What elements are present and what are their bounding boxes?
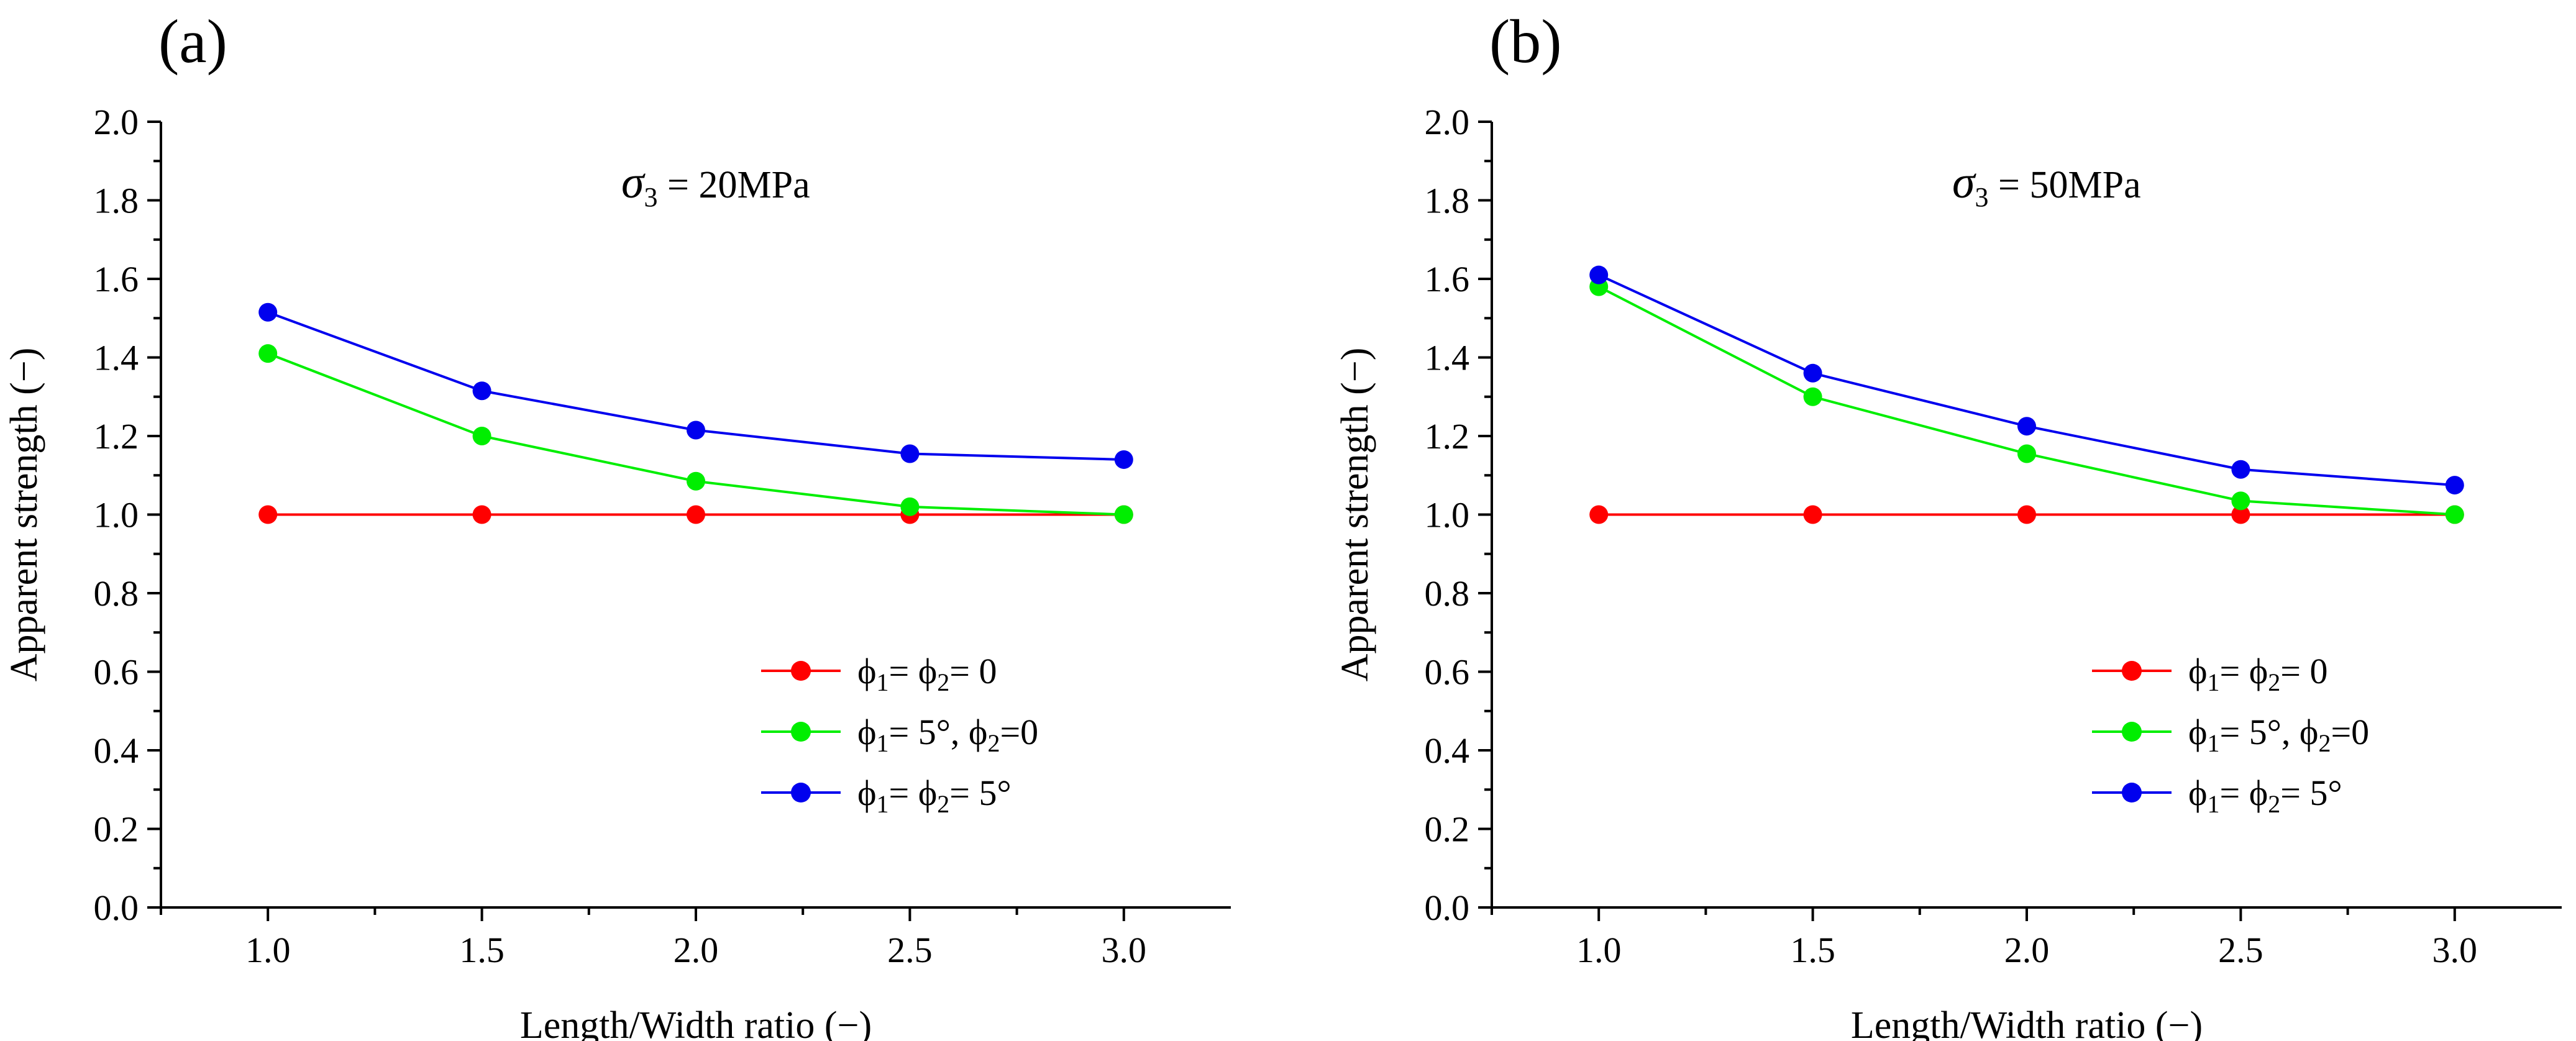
- x-tick-label: 1.0: [245, 930, 291, 970]
- x-axis-title: Length/Width ratio (−): [520, 1004, 872, 1041]
- data-point: [472, 427, 491, 445]
- data-point: [2017, 505, 2036, 524]
- y-tick-label: 1.8: [1425, 181, 1470, 221]
- y-tick-label: 1.4: [94, 338, 139, 378]
- y-tick-label: 2.0: [94, 102, 139, 142]
- y-tick-label: 1.2: [94, 416, 139, 457]
- x-axis-title: Length/Width ratio (−): [1851, 1004, 2203, 1041]
- x-tick-label: 2.5: [2218, 930, 2263, 970]
- data-point: [687, 420, 705, 440]
- series-line: [1598, 285, 2455, 516]
- data-point: [2231, 505, 2250, 524]
- legend-marker: [791, 722, 811, 742]
- data-point: [687, 471, 705, 491]
- data-point: [258, 505, 278, 524]
- panel-label: (b): [1489, 7, 1562, 76]
- y-tick-label: 0.0: [1425, 888, 1470, 928]
- legend-label: ϕ1= 5°, ϕ2=0: [2188, 712, 2369, 757]
- data-point: [2445, 505, 2464, 524]
- data-point: [1803, 363, 1822, 383]
- y-tick-label: 0.4: [94, 730, 139, 771]
- data-point: [2231, 460, 2250, 479]
- y-tick-label: 0.0: [94, 888, 139, 928]
- x-tick-label: 2.0: [674, 930, 719, 970]
- chart-panel-a: (a) 0.0 0.2 0.4 0.6 0.8 1.0 1.2 1.4 1.6 1.8 2.0 1.0 1…: [3, 7, 1231, 1041]
- x-tick-label: 3.0: [1102, 930, 1147, 970]
- chart-panel-b: (b) 0.0 0.2 0.4 0.6 0.8 1.0 1.2 1.4 1.6 1.8 2.0 1.0 1…: [1334, 7, 2562, 1041]
- legend: ϕ1= ϕ2= 0 ϕ1= 5°, ϕ2=0 ϕ1= ϕ2= 5°: [761, 651, 1038, 818]
- series-2: [1589, 265, 2464, 495]
- stress-value: = 20MPa: [658, 164, 810, 206]
- legend: ϕ1= ϕ2= 0 ϕ1= 5°, ϕ2=0 ϕ1= ϕ2= 5°: [2092, 651, 2369, 818]
- legend-marker: [791, 783, 811, 802]
- series-1: [1589, 277, 2464, 524]
- x-tick-label: 2.0: [2004, 930, 2050, 970]
- sigma-symbol: σ: [621, 157, 646, 208]
- data-point: [2017, 444, 2036, 463]
- y-tick-label: 1.0: [1425, 495, 1470, 535]
- series-0: [1589, 505, 2464, 524]
- y-tick-label: 0.6: [1425, 652, 1470, 693]
- y-tick-label: 2.0: [1425, 102, 1470, 142]
- data-point: [472, 381, 491, 401]
- panel-label: (a): [158, 7, 227, 76]
- x-tick-label: 3.0: [2432, 930, 2478, 970]
- legend-marker: [2122, 661, 2142, 681]
- data-point: [2017, 417, 2036, 436]
- y-tick-label: 0.2: [94, 809, 139, 850]
- legend-label: ϕ1= ϕ2= 0: [857, 651, 997, 696]
- data-point: [1803, 505, 1822, 524]
- y-axis-title: Apparent strength (−): [3, 348, 45, 682]
- y-axis-title: Apparent strength (−): [1334, 348, 1376, 682]
- y-tick-label: 1.2: [1425, 416, 1470, 457]
- y-tick-label: 0.8: [94, 573, 139, 614]
- data-point: [258, 344, 278, 363]
- stress-annotation: σ3 = 50MPa: [1952, 157, 2141, 212]
- sigma-subscript: 3: [1975, 182, 1989, 212]
- x-tick-label: 2.5: [887, 930, 933, 970]
- legend-label: ϕ1= ϕ2= 5°: [2188, 773, 2342, 818]
- x-tick-label: 1.5: [459, 930, 505, 970]
- y-tick-label: 1.6: [1425, 259, 1470, 299]
- data-point: [900, 497, 920, 516]
- data-point: [258, 302, 278, 322]
- y-tick-label: 0.2: [1425, 809, 1470, 850]
- sigma-subscript: 3: [644, 182, 658, 212]
- stress-value: = 50MPa: [1989, 164, 2141, 206]
- y-tick-label: 1.8: [94, 181, 139, 221]
- sigma-symbol: σ: [1952, 157, 1976, 208]
- x-tick-label: 1.5: [1790, 930, 1835, 970]
- y-tick-label: 1.0: [94, 495, 139, 535]
- legend-marker: [2122, 783, 2142, 802]
- x-tick-label: 1.0: [1576, 930, 1622, 970]
- legend-label: ϕ1= ϕ2= 0: [2188, 651, 2328, 696]
- y-tick-label: 0.8: [1425, 573, 1470, 614]
- data-point: [2445, 476, 2464, 495]
- legend-marker: [791, 661, 811, 681]
- y-tick-label: 1.6: [94, 259, 139, 299]
- y-tick-label: 0.6: [94, 652, 139, 693]
- data-point: [687, 505, 705, 524]
- data-point: [2231, 491, 2250, 511]
- data-point: [1589, 265, 1609, 284]
- legend-label: ϕ1= 5°, ϕ2=0: [857, 712, 1038, 757]
- y-tick-label: 1.4: [1425, 338, 1470, 378]
- data-point: [1803, 387, 1822, 406]
- legend-label: ϕ1= ϕ2= 5°: [857, 773, 1012, 818]
- series-2: [258, 302, 1133, 469]
- y-tick-label: 0.4: [1425, 730, 1470, 771]
- data-point: [472, 505, 491, 524]
- series-1: [258, 344, 1133, 524]
- stress-annotation: σ3 = 20MPa: [621, 157, 810, 212]
- data-point: [1114, 505, 1133, 524]
- series-0: [258, 505, 1133, 524]
- data-point: [1589, 505, 1609, 524]
- legend-marker: [2122, 722, 2142, 742]
- data-point: [1114, 450, 1133, 469]
- data-point: [900, 444, 920, 463]
